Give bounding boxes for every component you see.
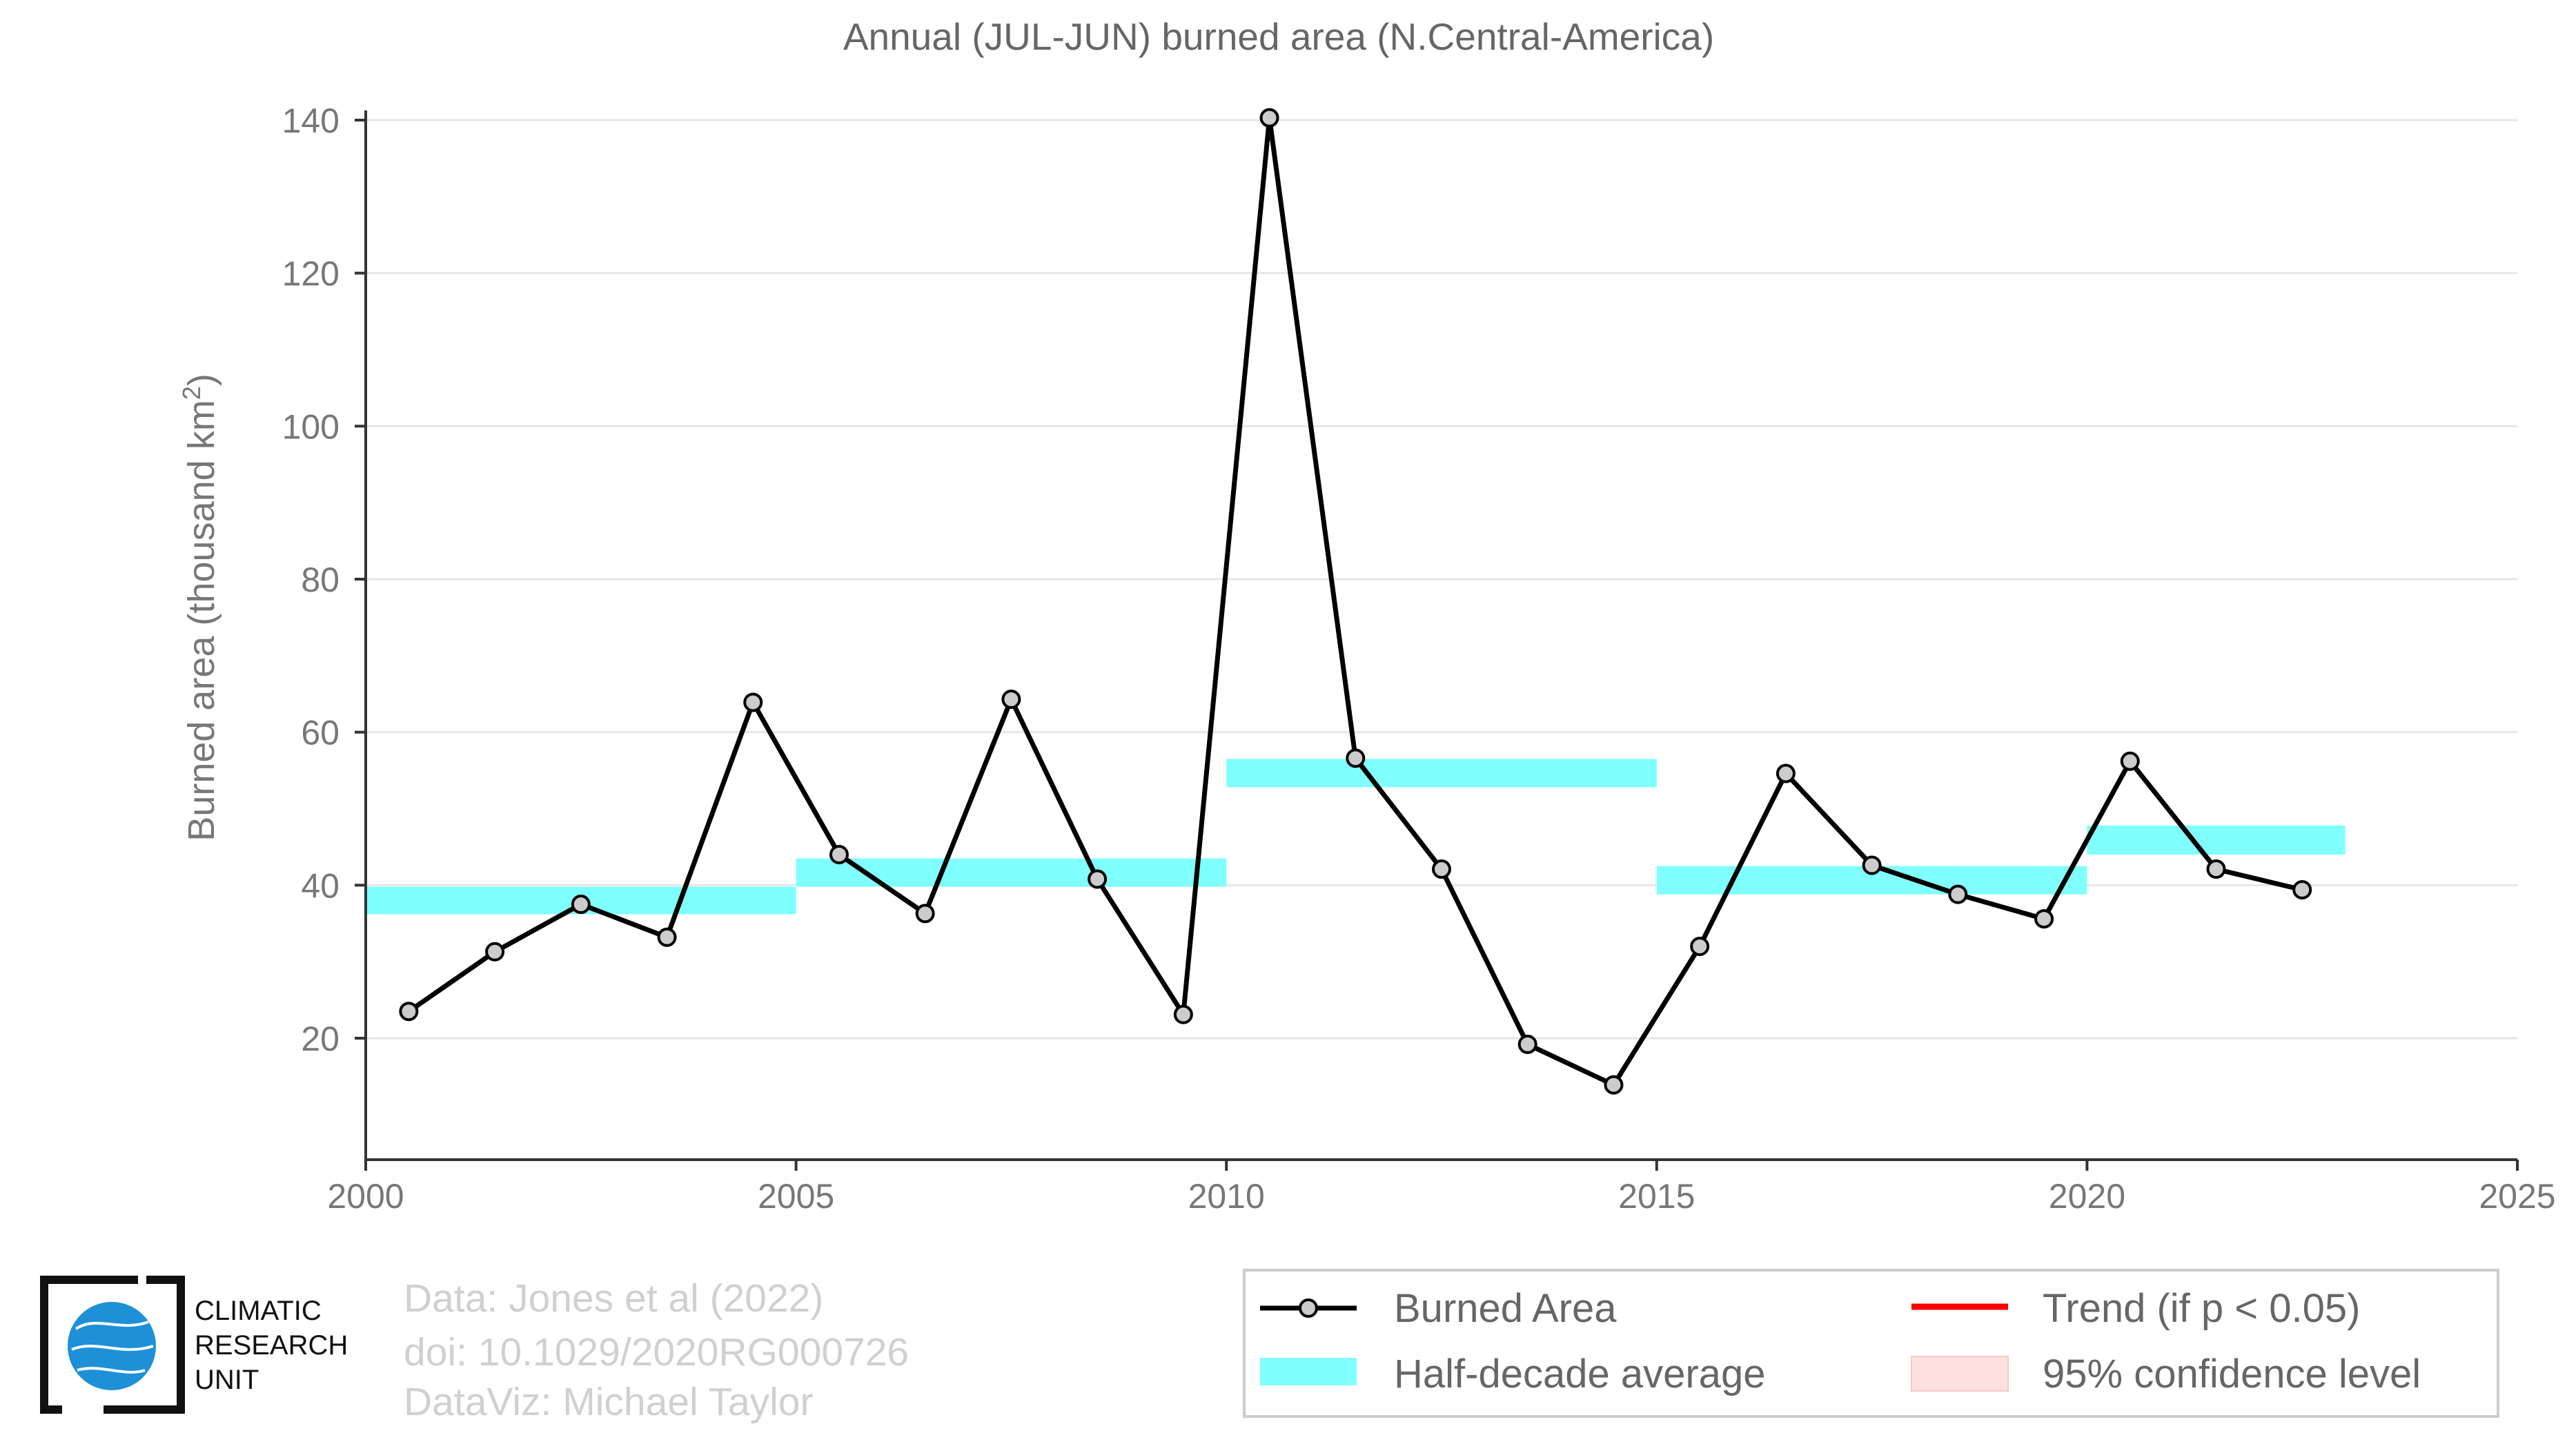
burned-area-point bbox=[2292, 879, 2312, 899]
legend-burned-area-label: Burned Area bbox=[1394, 1286, 1617, 1331]
x-tick-label: 2020 bbox=[2049, 1177, 2125, 1216]
axes bbox=[355, 110, 2519, 1171]
y-tick-label: 140 bbox=[282, 101, 340, 140]
x-tick-labels: 2000 2005 2010 2015 2020 2025 bbox=[327, 1177, 2555, 1216]
half-decade-band bbox=[2087, 825, 2346, 855]
burned-area-point bbox=[1001, 690, 1021, 710]
half-decade-band bbox=[1226, 759, 1657, 788]
legend-box bbox=[1243, 1269, 2499, 1418]
legend-burned-area-marker bbox=[1299, 1298, 1318, 1318]
burned-area-point bbox=[1690, 937, 1710, 956]
chart-title: Annual (JUL-JUN) burned area (N.Central-… bbox=[843, 15, 1714, 58]
burned-area-point bbox=[1517, 1034, 1537, 1054]
y-tick-label: 80 bbox=[301, 561, 340, 599]
logo-bracket-left bbox=[40, 1276, 138, 1414]
burned-area-point bbox=[2206, 859, 2226, 879]
y-tick-label: 40 bbox=[301, 866, 340, 905]
legend-trend-label: Trend (if p < 0.05) bbox=[2043, 1286, 2360, 1331]
y-tick-label: 100 bbox=[282, 407, 340, 446]
burned-area-point bbox=[1862, 855, 1882, 875]
credit-dataviz: DataViz: Michael Taylor bbox=[404, 1380, 814, 1424]
burned-area-series bbox=[399, 108, 2312, 1095]
burned-area-point bbox=[743, 692, 763, 712]
logo-text-line1: CLIMATIC bbox=[195, 1296, 322, 1326]
burned-area-point bbox=[1088, 869, 1108, 889]
burned-area-point bbox=[399, 1002, 419, 1022]
burned-area-point bbox=[2120, 751, 2140, 771]
credits: Data: Jones et al (2022) doi: 10.1029/20… bbox=[404, 1276, 909, 1424]
burned-area-point bbox=[915, 904, 935, 924]
legend-confidence-label: 95% confidence level bbox=[2043, 1352, 2421, 1396]
burned-area-point bbox=[485, 942, 505, 962]
logo-bracket-right bbox=[104, 1276, 185, 1414]
credit-doi: doi: 10.1029/2020RG000726 bbox=[404, 1330, 909, 1374]
logo-text-line2: RESEARCH bbox=[195, 1330, 348, 1361]
burned-area-line bbox=[407, 115, 2303, 1088]
burned-area-point bbox=[1173, 1004, 1193, 1024]
logo-text-line3: UNIT bbox=[195, 1365, 259, 1395]
x-tick-label: 2000 bbox=[327, 1177, 404, 1216]
y-tick-label: 120 bbox=[282, 255, 340, 293]
burned-area-point bbox=[1604, 1075, 1624, 1095]
y-axis-label-close: ) bbox=[181, 373, 222, 386]
cru-logo: CLIMATIC RESEARCH UNIT bbox=[40, 1276, 348, 1414]
y-tick-label: 20 bbox=[301, 1020, 340, 1058]
legend: Burned Area Trend (if p < 0.05) Half-dec… bbox=[1243, 1269, 2499, 1418]
burned-area-point bbox=[1432, 859, 1451, 879]
credit-data-source: Data: Jones et al (2022) bbox=[404, 1276, 823, 1321]
y-axis-label-superscript: 2 bbox=[177, 386, 206, 400]
burned-area-point bbox=[571, 895, 591, 915]
y-tick-labels: 20 40 60 80 100 120 140 bbox=[282, 101, 340, 1058]
burned-area-point bbox=[1776, 763, 1796, 783]
half-decade-band bbox=[796, 858, 1227, 887]
legend-confidence-swatch bbox=[1911, 1356, 2009, 1392]
burned-area-point bbox=[1948, 884, 1968, 904]
burned-area-point bbox=[657, 927, 677, 947]
legend-half-decade-label: Half-decade average bbox=[1394, 1352, 1765, 1396]
y-tick-label: 60 bbox=[301, 714, 340, 752]
burned-area-point bbox=[1346, 748, 1366, 768]
burned-area-point bbox=[1259, 108, 1279, 128]
y-axis-label-main: Burned area (thousand km bbox=[181, 400, 222, 841]
x-tick-label: 2005 bbox=[758, 1177, 834, 1216]
burned-area-point bbox=[829, 845, 849, 864]
legend-half-decade-swatch bbox=[1260, 1358, 1357, 1385]
globe-contour-icon bbox=[71, 1321, 154, 1374]
y-axis-label: Burned area (thousand km2) bbox=[177, 373, 222, 841]
grid-lines bbox=[366, 119, 2517, 1040]
x-tick-label: 2015 bbox=[1618, 1177, 1695, 1216]
x-tick-label: 2025 bbox=[2479, 1177, 2555, 1216]
burned-area-point bbox=[2034, 909, 2054, 929]
x-tick-label: 2010 bbox=[1188, 1177, 1265, 1216]
half-decade-bands bbox=[366, 759, 2346, 915]
